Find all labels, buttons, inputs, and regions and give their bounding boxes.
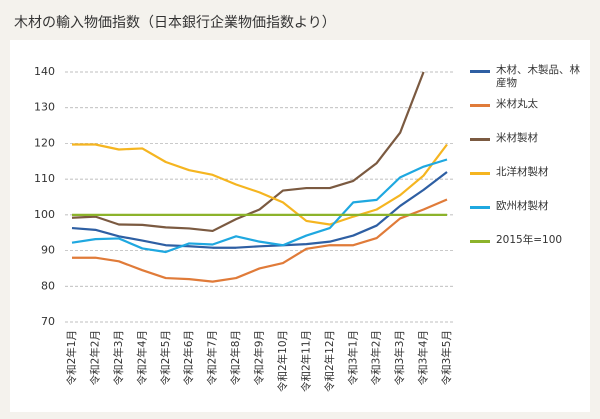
- y-tick-label: 100: [34, 208, 55, 221]
- x-tick-label: 令和2年9月: [253, 330, 266, 385]
- x-tick-label: 令和2年5月: [159, 330, 172, 385]
- y-tick-label: 130: [34, 101, 55, 114]
- x-tick-label: 令和2年1月: [65, 330, 78, 385]
- series-line: [71, 71, 425, 233]
- legend-label: 2015年=100: [496, 234, 563, 246]
- x-tick-label: 令和2年11月: [299, 330, 312, 392]
- x-tick-label: 令和2年2月: [88, 330, 101, 385]
- legend-swatch: [470, 104, 490, 107]
- y-tick-label: 120: [34, 136, 55, 149]
- legend-label: 北洋材製材: [496, 166, 549, 178]
- y-tick-label: 110: [34, 172, 55, 185]
- plot-panel: [10, 40, 590, 412]
- legend: 木材、木製品、林産物米材丸太米材製材北洋材製材欧州材製材 2015年=100: [470, 64, 590, 268]
- legend-item: 2015年=100: [470, 234, 590, 268]
- legend-item: 木材、木製品、林産物: [470, 64, 590, 98]
- y-tick-label: 90: [41, 244, 55, 257]
- y-tick-label: 80: [41, 279, 55, 292]
- y-tick-label: 70: [41, 315, 55, 328]
- x-tick-label: 令和2年4月: [135, 330, 148, 385]
- x-tick-label: 令和3年2月: [370, 330, 383, 385]
- y-tick-label: 140: [34, 65, 55, 78]
- legend-label: 木材、木製品、林産物: [496, 64, 580, 89]
- legend-item: 北洋材製材: [470, 166, 590, 200]
- legend-item: 米材丸太: [470, 98, 590, 132]
- x-tick-label: 令和3年4月: [417, 330, 430, 385]
- series-line: [71, 158, 448, 254]
- x-tick-label: 令和3年3月: [393, 330, 406, 385]
- series-line: [72, 143, 448, 226]
- chart-title: 木材の輸入物価指数（日本銀行企業物価指数より）: [14, 15, 336, 31]
- x-tick-label: 令和3年1月: [346, 330, 359, 385]
- x-tick-label: 令和2年12月: [323, 330, 336, 392]
- legend-swatch: [470, 70, 490, 73]
- x-tick-label: 令和2年7月: [206, 330, 219, 385]
- legend-swatch: [470, 206, 490, 209]
- legend-item: 米材製材: [470, 132, 590, 166]
- x-tick-label: 令和2年6月: [182, 330, 195, 385]
- x-tick-label: 令和2年10月: [276, 330, 289, 392]
- x-tick-label: 令和2年8月: [229, 330, 242, 385]
- legend-swatch: [470, 172, 490, 175]
- legend-swatch: [470, 138, 490, 141]
- x-tick-label: 令和3年5月: [440, 330, 453, 385]
- legend-label: 米材製材: [496, 132, 538, 144]
- legend-swatch: [470, 240, 490, 243]
- series-line: [72, 198, 448, 283]
- x-tick-label: 令和2年3月: [112, 330, 125, 385]
- series-line: [71, 171, 448, 249]
- legend-item: 欧州材製材: [470, 200, 590, 234]
- legend-label: 米材丸太: [496, 98, 538, 110]
- legend-label: 欧州材製材: [496, 200, 549, 212]
